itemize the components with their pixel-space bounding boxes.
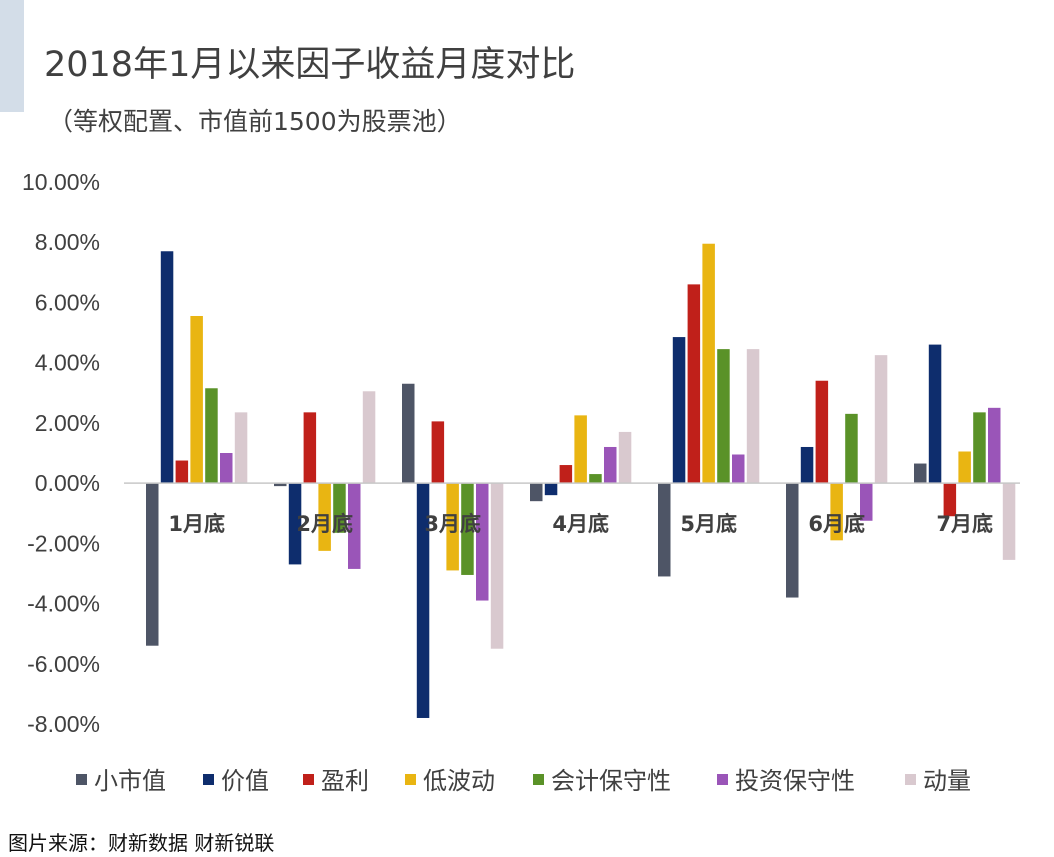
- bar: [845, 413, 858, 484]
- legend-label: 小市值: [94, 767, 166, 795]
- bar: [402, 383, 415, 484]
- bar: [530, 483, 543, 502]
- x-category-label: 4月底: [552, 512, 609, 536]
- bar: [928, 344, 942, 484]
- y-tick-label: 4.00%: [35, 350, 100, 376]
- bar: [146, 483, 159, 646]
- bar: [786, 483, 799, 598]
- bar: [362, 391, 376, 484]
- chart-subtitle: （等权配置、市值前1500为股票池）: [48, 107, 462, 136]
- bar: [205, 388, 218, 484]
- y-tick-label: -8.00%: [27, 711, 100, 737]
- legend-swatch: [717, 774, 728, 785]
- y-tick-label: -2.00%: [27, 530, 100, 556]
- bar: [476, 483, 489, 601]
- bar: [604, 446, 617, 484]
- legend-label: 价值: [221, 767, 269, 795]
- x-category-label: 1月底: [168, 512, 225, 536]
- bar: [333, 483, 346, 533]
- bar: [1002, 483, 1016, 560]
- x-category-label: 2月底: [296, 512, 353, 536]
- y-tick-label: 6.00%: [35, 289, 100, 315]
- bar: [175, 460, 189, 484]
- y-tick-label: 10.00%: [22, 169, 100, 195]
- x-category-label: 6月底: [808, 512, 865, 536]
- legend-label: 低波动: [423, 767, 495, 795]
- bar: [672, 337, 686, 484]
- bar: [943, 483, 957, 517]
- bar: [973, 412, 986, 484]
- y-tick-label: -6.00%: [27, 651, 100, 677]
- bar: [589, 474, 602, 484]
- legend-label: 会计保守性: [551, 767, 671, 795]
- legend-swatch: [303, 774, 314, 785]
- y-tick-label: 8.00%: [35, 229, 100, 255]
- legend-label: 投资保守性: [735, 767, 855, 795]
- bar: [800, 446, 814, 484]
- bar: [446, 483, 459, 571]
- bar: [988, 407, 1001, 484]
- bar: [559, 465, 573, 484]
- bar: [303, 412, 317, 484]
- legend-swatch: [203, 774, 214, 785]
- x-category-label: 5月底: [680, 512, 737, 536]
- bar: [544, 483, 558, 496]
- bar: [732, 454, 745, 484]
- bar: [220, 453, 233, 484]
- bar: [702, 243, 715, 484]
- bar: [658, 483, 671, 577]
- legend-swatch: [905, 774, 916, 785]
- legend-swatch: [76, 774, 87, 785]
- bar: [830, 483, 843, 541]
- bar: [574, 415, 587, 484]
- bar: [431, 421, 445, 484]
- chart-title: 2018年1月以来因子收益月度对比: [44, 45, 576, 85]
- bar: [318, 483, 331, 551]
- legend-swatch: [533, 774, 544, 785]
- bar: [687, 284, 701, 484]
- legend-label: 动量: [923, 767, 971, 795]
- legend-swatch: [405, 774, 416, 785]
- bar: [958, 451, 971, 484]
- bar: [860, 483, 873, 521]
- y-tick-label: 2.00%: [35, 410, 100, 436]
- bar: [348, 483, 361, 569]
- bar: [717, 349, 730, 484]
- bar: [416, 483, 430, 718]
- bar: [914, 463, 927, 484]
- x-category-label: 7月底: [936, 512, 993, 536]
- bar: [190, 315, 203, 484]
- bar: [746, 349, 760, 484]
- y-tick-label: -4.00%: [27, 591, 100, 617]
- x-category-label: 3月底: [424, 512, 481, 536]
- bar: [815, 380, 829, 484]
- bar: [618, 431, 632, 484]
- bar: [160, 251, 174, 484]
- bar: [461, 483, 474, 575]
- bar: [874, 355, 888, 484]
- bar: [490, 483, 504, 649]
- legend-label: 盈利: [321, 767, 369, 795]
- bar: [234, 412, 248, 484]
- y-tick-label: 0.00%: [35, 470, 100, 496]
- source-note: 图片来源：财新数据 财新锐联: [8, 831, 275, 855]
- title-accent-bar: [0, 0, 24, 112]
- bar: [288, 483, 302, 565]
- bar: [274, 483, 287, 487]
